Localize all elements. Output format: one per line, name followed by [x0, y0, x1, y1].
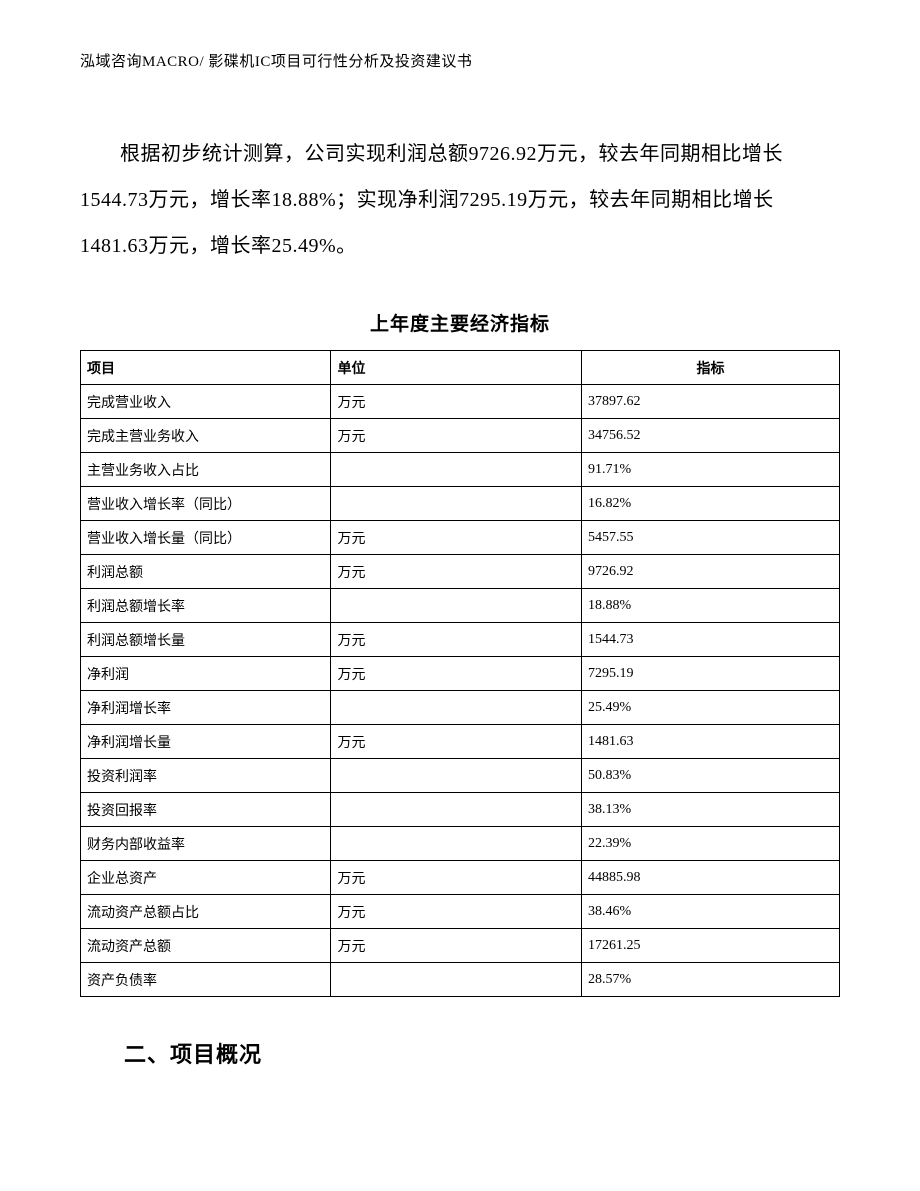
cell-indicator: 50.83% — [581, 759, 839, 793]
econ-indicator-table: 项目 单位 指标 完成营业收入万元37897.62完成主营业务收入万元34756… — [80, 350, 840, 997]
cell-unit: 万元 — [331, 385, 581, 419]
table-row: 企业总资产万元44885.98 — [81, 861, 840, 895]
col-unit: 单位 — [331, 351, 581, 385]
col-indicator: 指标 — [581, 351, 839, 385]
table-header-row: 项目 单位 指标 — [81, 351, 840, 385]
table-row: 投资利润率 50.83% — [81, 759, 840, 793]
table-row: 净利润万元7295.19 — [81, 657, 840, 691]
cell-item: 营业收入增长量（同比） — [81, 521, 331, 555]
cell-unit: 万元 — [331, 623, 581, 657]
cell-indicator: 1544.73 — [581, 623, 839, 657]
cell-unit — [331, 793, 581, 827]
table-row: 投资回报率 38.13% — [81, 793, 840, 827]
cell-indicator: 25.49% — [581, 691, 839, 725]
table-row: 利润总额万元9726.92 — [81, 555, 840, 589]
page-header: 泓域咨询MACRO/ 影碟机IC项目可行性分析及投资建议书 — [80, 50, 840, 71]
cell-indicator: 16.82% — [581, 487, 839, 521]
cell-indicator: 7295.19 — [581, 657, 839, 691]
cell-indicator: 44885.98 — [581, 861, 839, 895]
col-item: 项目 — [81, 351, 331, 385]
table-row: 流动资产总额占比万元38.46% — [81, 895, 840, 929]
cell-item: 财务内部收益率 — [81, 827, 331, 861]
cell-item: 利润总额增长量 — [81, 623, 331, 657]
table-title: 上年度主要经济指标 — [80, 309, 840, 336]
cell-indicator: 38.46% — [581, 895, 839, 929]
cell-unit: 万元 — [331, 419, 581, 453]
cell-unit — [331, 827, 581, 861]
table-row: 利润总额增长率 18.88% — [81, 589, 840, 623]
cell-indicator: 91.71% — [581, 453, 839, 487]
table-row: 财务内部收益率 22.39% — [81, 827, 840, 861]
cell-indicator: 17261.25 — [581, 929, 839, 963]
cell-item: 投资利润率 — [81, 759, 331, 793]
cell-unit: 万元 — [331, 929, 581, 963]
table-row: 完成主营业务收入万元34756.52 — [81, 419, 840, 453]
table-row: 营业收入增长量（同比）万元5457.55 — [81, 521, 840, 555]
cell-item: 流动资产总额占比 — [81, 895, 331, 929]
cell-unit: 万元 — [331, 657, 581, 691]
cell-unit — [331, 589, 581, 623]
table-row: 流动资产总额万元17261.25 — [81, 929, 840, 963]
section-heading: 二、项目概况 — [80, 1037, 840, 1069]
table-row: 利润总额增长量万元1544.73 — [81, 623, 840, 657]
cell-item: 利润总额增长率 — [81, 589, 331, 623]
cell-item: 净利润增长量 — [81, 725, 331, 759]
cell-item: 完成主营业务收入 — [81, 419, 331, 453]
cell-indicator: 22.39% — [581, 827, 839, 861]
cell-indicator: 18.88% — [581, 589, 839, 623]
table-row: 主营业务收入占比 91.71% — [81, 453, 840, 487]
table-row: 完成营业收入万元37897.62 — [81, 385, 840, 419]
cell-indicator: 9726.92 — [581, 555, 839, 589]
cell-item: 完成营业收入 — [81, 385, 331, 419]
table-row: 营业收入增长率（同比） 16.82% — [81, 487, 840, 521]
table-row: 净利润增长率 25.49% — [81, 691, 840, 725]
table-row: 净利润增长量万元1481.63 — [81, 725, 840, 759]
cell-indicator: 5457.55 — [581, 521, 839, 555]
cell-unit — [331, 453, 581, 487]
cell-item: 投资回报率 — [81, 793, 331, 827]
cell-indicator: 28.57% — [581, 963, 839, 997]
cell-item: 主营业务收入占比 — [81, 453, 331, 487]
cell-item: 资产负债率 — [81, 963, 331, 997]
cell-item: 流动资产总额 — [81, 929, 331, 963]
cell-unit — [331, 963, 581, 997]
cell-indicator: 1481.63 — [581, 725, 839, 759]
cell-item: 利润总额 — [81, 555, 331, 589]
table-row: 资产负债率 28.57% — [81, 963, 840, 997]
cell-unit: 万元 — [331, 895, 581, 929]
cell-unit: 万元 — [331, 725, 581, 759]
cell-unit: 万元 — [331, 521, 581, 555]
cell-unit: 万元 — [331, 555, 581, 589]
cell-item: 净利润 — [81, 657, 331, 691]
cell-indicator: 34756.52 — [581, 419, 839, 453]
cell-unit — [331, 759, 581, 793]
cell-item: 企业总资产 — [81, 861, 331, 895]
cell-item: 营业收入增长率（同比） — [81, 487, 331, 521]
cell-indicator: 37897.62 — [581, 385, 839, 419]
cell-unit: 万元 — [331, 861, 581, 895]
cell-indicator: 38.13% — [581, 793, 839, 827]
cell-unit — [331, 487, 581, 521]
cell-unit — [331, 691, 581, 725]
cell-item: 净利润增长率 — [81, 691, 331, 725]
summary-paragraph: 根据初步统计测算，公司实现利润总额9726.92万元，较去年同期相比增长1544… — [80, 131, 840, 269]
